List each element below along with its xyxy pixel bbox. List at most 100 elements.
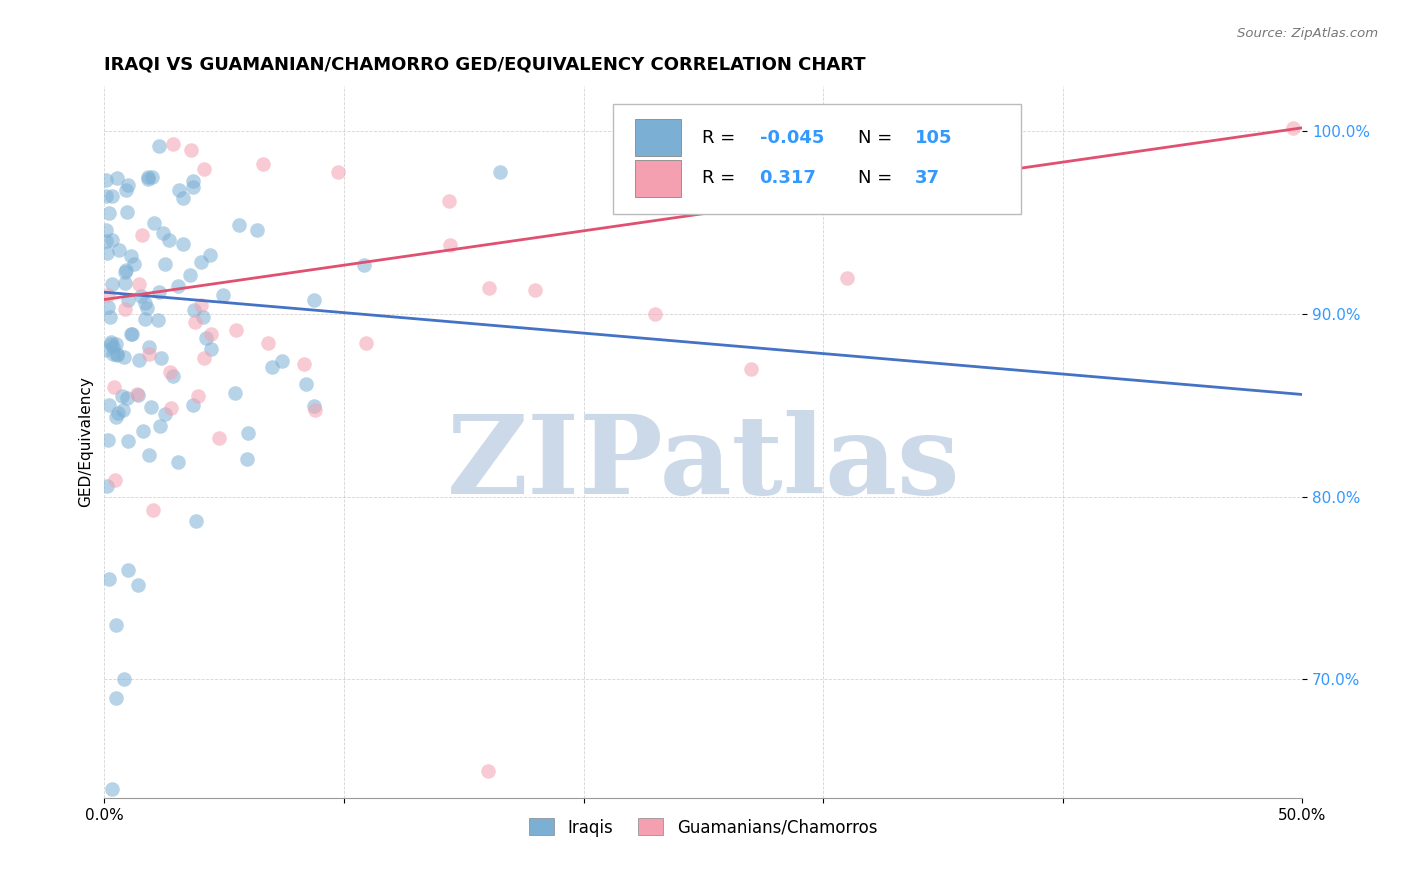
Point	[98, 572, 121, 586]
Point	[180, 143, 202, 157]
Point	[105, 617, 128, 632]
Point	[115, 205, 138, 219]
Point	[228, 218, 250, 232]
Point	[524, 283, 547, 297]
Point	[150, 351, 173, 365]
Text: N =: N =	[858, 169, 898, 187]
Text: Source: ZipAtlas.com: Source: ZipAtlas.com	[1237, 27, 1378, 40]
Point	[159, 233, 181, 247]
Point	[127, 387, 149, 401]
Point	[98, 206, 121, 220]
Point	[186, 514, 208, 528]
Point	[112, 350, 135, 364]
Point	[167, 455, 190, 469]
Point	[644, 307, 666, 321]
Point	[149, 418, 172, 433]
Point	[477, 764, 499, 778]
Point	[236, 452, 259, 467]
Point	[105, 690, 128, 705]
Point	[114, 265, 136, 279]
Point	[200, 342, 222, 356]
Point	[97, 433, 120, 447]
Point	[131, 227, 153, 242]
Point	[127, 577, 149, 591]
Point	[179, 268, 201, 282]
Point	[115, 36, 138, 50]
Legend: Iraqis, Guamanians/Chamorros: Iraqis, Guamanians/Chamorros	[523, 812, 884, 843]
Point	[835, 270, 858, 285]
Point	[172, 237, 194, 252]
Point	[115, 262, 138, 277]
Point	[181, 174, 204, 188]
Text: 37: 37	[915, 169, 941, 187]
Point	[142, 503, 165, 517]
Text: R =: R =	[702, 128, 741, 147]
Text: IRAQI VS GUAMANIAN/CHAMORRO GED/EQUIVALENCY CORRELATION CHART: IRAQI VS GUAMANIAN/CHAMORRO GED/EQUIVALE…	[104, 55, 866, 73]
Point	[183, 303, 205, 318]
Point	[121, 327, 143, 342]
Point	[172, 191, 194, 205]
Point	[246, 223, 269, 237]
Point	[184, 315, 207, 329]
Point	[127, 388, 149, 402]
Point	[212, 288, 235, 302]
Point	[439, 238, 461, 252]
Point	[103, 340, 125, 354]
Point	[105, 336, 128, 351]
Point	[224, 386, 246, 401]
Point	[117, 178, 139, 192]
Point	[153, 257, 176, 271]
Point	[181, 398, 204, 412]
Point	[93, 343, 115, 358]
Point	[104, 410, 127, 425]
Point	[285, 809, 308, 823]
Point	[94, 222, 117, 236]
Point	[353, 258, 375, 272]
Point	[134, 296, 156, 310]
Point	[138, 449, 160, 463]
Point	[153, 407, 176, 421]
Point	[302, 293, 325, 307]
Point	[107, 243, 129, 257]
Point	[328, 165, 350, 179]
Point	[193, 351, 215, 365]
Point	[107, 55, 129, 70]
Point	[97, 288, 120, 302]
Point	[136, 169, 159, 184]
Point	[152, 226, 174, 240]
Point	[302, 399, 325, 413]
Point	[304, 403, 326, 417]
Point	[295, 376, 318, 391]
Point	[101, 277, 124, 291]
Point	[105, 348, 128, 362]
Point	[225, 323, 247, 337]
Point	[148, 139, 170, 153]
Point	[167, 183, 190, 197]
Point	[103, 346, 125, 360]
Point	[97, 301, 120, 315]
Point	[159, 365, 181, 379]
Point	[148, 285, 170, 299]
Point	[190, 298, 212, 312]
Point	[128, 277, 150, 291]
Point	[96, 234, 118, 248]
Point	[354, 336, 377, 351]
Point	[193, 310, 215, 325]
Point	[111, 389, 134, 403]
Point	[208, 431, 231, 445]
Point	[103, 380, 125, 394]
Point	[100, 334, 122, 349]
Point	[107, 347, 129, 361]
Point	[271, 354, 294, 368]
FancyBboxPatch shape	[636, 160, 681, 197]
Point	[181, 180, 204, 194]
Point	[96, 245, 118, 260]
Point	[190, 255, 212, 269]
Point	[488, 164, 510, 178]
Point	[134, 311, 156, 326]
Point	[146, 312, 169, 326]
Point	[129, 289, 152, 303]
Text: ZIPatlas: ZIPatlas	[447, 409, 960, 516]
Point	[101, 234, 124, 248]
Point	[200, 326, 222, 341]
